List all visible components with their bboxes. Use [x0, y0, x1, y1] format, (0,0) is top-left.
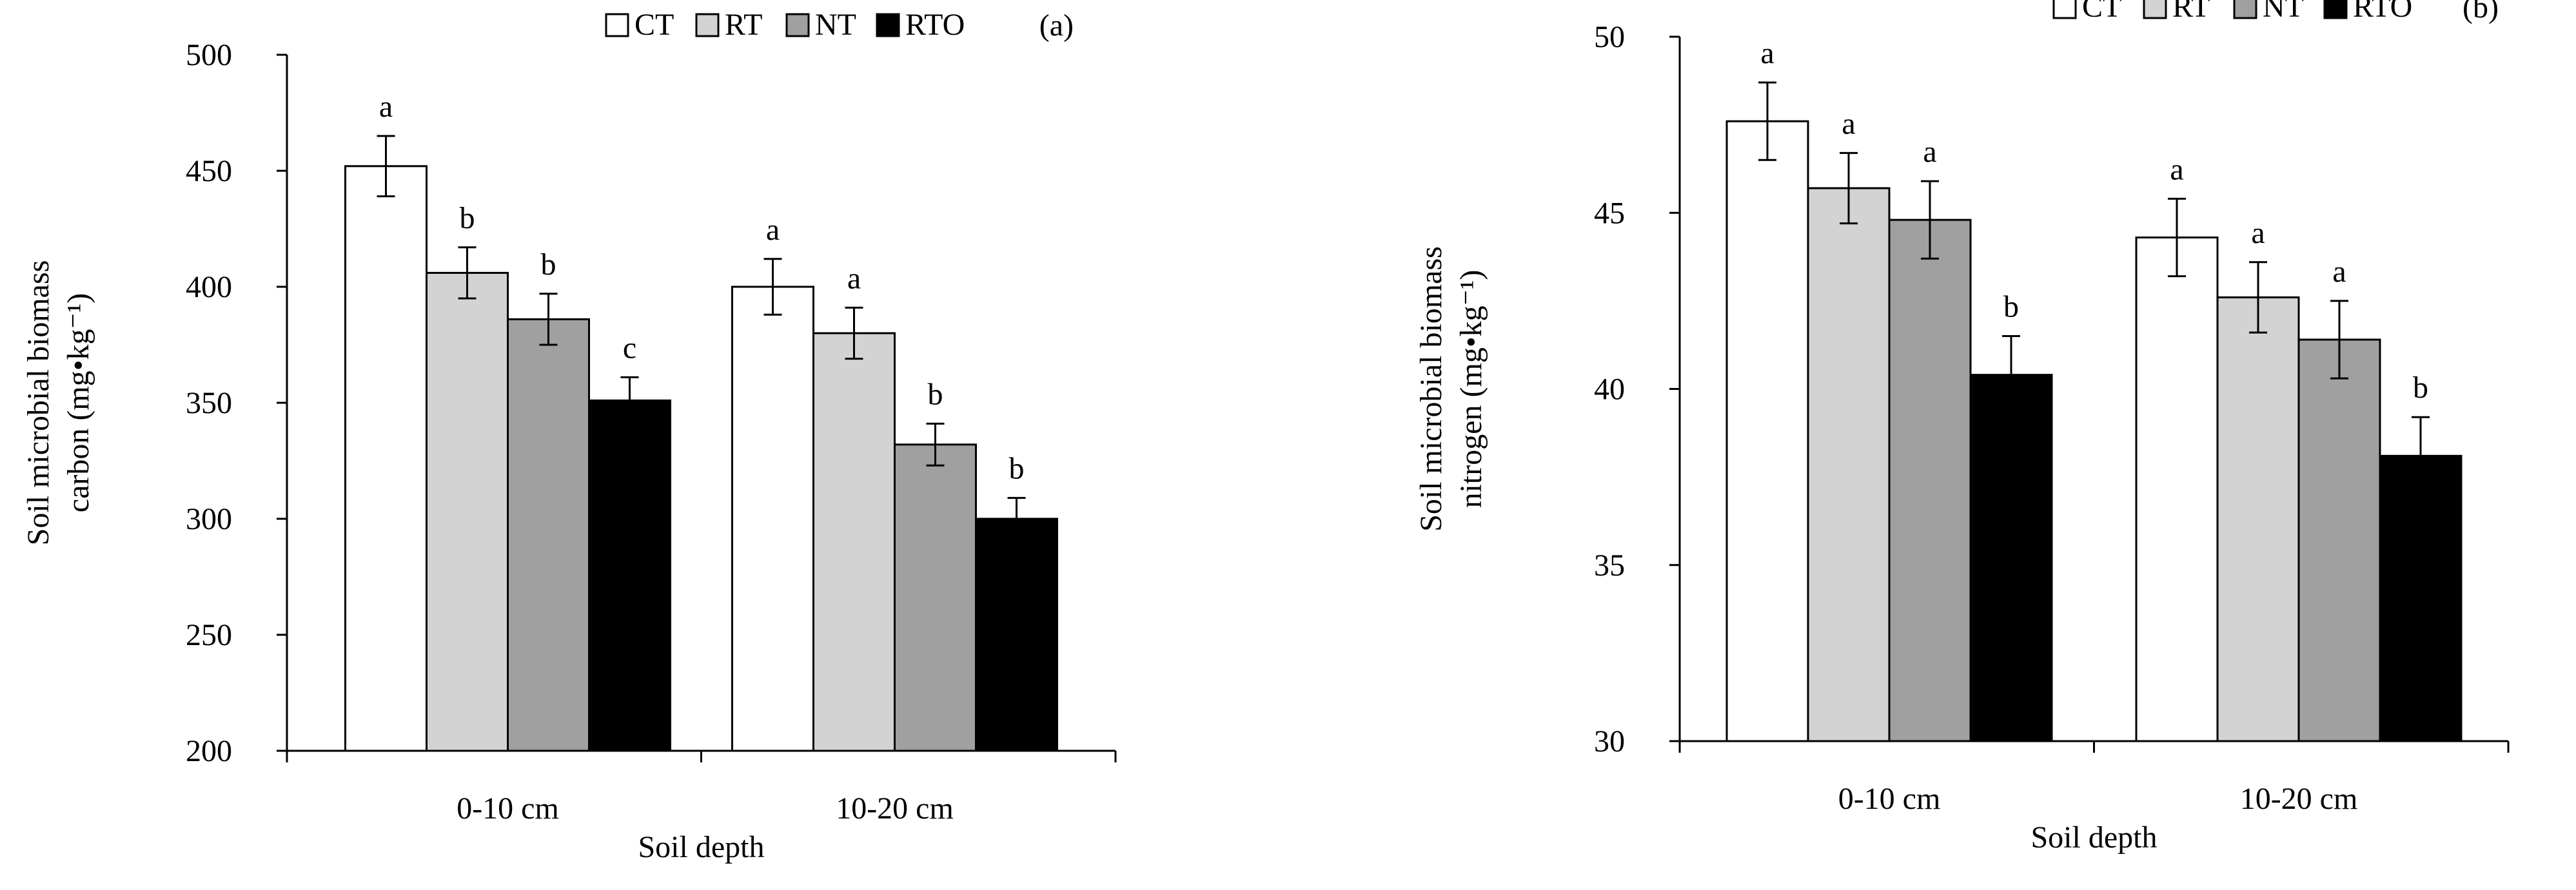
significance-letter: a	[2251, 216, 2265, 250]
bar-nt-0-10	[1888, 218, 1972, 742]
legend-label-nt: NT	[815, 8, 856, 42]
legend-label-rt: RT	[2172, 0, 2210, 24]
bar-rt-0-10	[426, 271, 509, 752]
y-axis-title: carbon (mg•kg⁻¹)	[61, 293, 95, 512]
significance-letter: b	[1009, 452, 1025, 486]
bar-ct-0-10	[1726, 120, 1809, 742]
y-tick-label: 450	[186, 154, 232, 188]
significance-letter: b	[928, 377, 943, 411]
y-tick-label: 50	[1594, 20, 1625, 54]
y-tick-label: 250	[186, 618, 232, 652]
legend-swatch-rto	[876, 13, 900, 37]
significance-letter: b	[460, 201, 475, 235]
significance-letter: a	[2170, 152, 2183, 186]
legend-label-rto: RTO	[905, 8, 965, 42]
significance-letter: a	[379, 90, 393, 124]
y-axis-title: Soil microbial biomass	[21, 260, 55, 546]
significance-letter: b	[2413, 371, 2428, 405]
significance-letter: b	[541, 247, 556, 282]
legend-label-nt: NT	[2263, 0, 2304, 24]
bar-rt-10-20	[2216, 296, 2300, 742]
bar-rt-10-20	[812, 332, 896, 752]
y-axis-title: nitrogen (mg•kg⁻¹)	[1454, 270, 1488, 508]
legend-swatch-rt	[2143, 0, 2167, 19]
legend-label-ct: CT	[634, 8, 674, 42]
y-tick-label: 40	[1594, 372, 1625, 407]
bar-rto-10-20	[2379, 454, 2463, 742]
legend-swatch-ct	[605, 13, 629, 37]
significance-letter: a	[766, 213, 780, 247]
y-tick-label: 45	[1594, 196, 1625, 230]
bar-nt-0-10	[507, 318, 590, 752]
significance-letter: a	[1760, 36, 1774, 70]
y-tick-label: 30	[1594, 724, 1625, 759]
significance-letter: a	[1923, 135, 1936, 169]
bar-rto-10-20	[975, 518, 1058, 752]
legend-label-rt: RT	[725, 8, 762, 42]
significance-letter: b	[2003, 290, 2019, 324]
legend-swatch-nt	[785, 13, 810, 37]
bar-ct-0-10	[344, 165, 428, 752]
bar-rto-0-10	[588, 399, 671, 752]
x-category-label: 0-10 cm	[1838, 782, 1941, 816]
bar-ct-10-20	[2135, 237, 2219, 742]
legend-label-rto: RTO	[2353, 0, 2412, 24]
panel-label: (a)	[1039, 8, 1074, 43]
legend-swatch-rt	[695, 13, 720, 37]
y-tick-label: 300	[186, 502, 232, 536]
y-tick-label: 35	[1594, 548, 1625, 583]
y-axis-title: Soil microbial biomass	[1414, 246, 1448, 532]
x-category-label: 10-20 cm	[2240, 782, 2358, 816]
y-tick-label: 500	[186, 38, 232, 72]
bar-rto-0-10	[1969, 374, 2053, 742]
x-category-label: 10-20 cm	[836, 791, 954, 826]
significance-letter: a	[1842, 106, 1855, 140]
bar-ct-10-20	[731, 285, 814, 752]
significance-letter: c	[623, 331, 636, 365]
y-tick-label: 400	[186, 270, 232, 304]
bar-rt-0-10	[1807, 187, 1891, 742]
y-tick-label: 350	[186, 386, 232, 420]
legend-swatch-nt	[2233, 0, 2257, 19]
legend-label-ct: CT	[2082, 0, 2121, 24]
y-tick-label: 200	[186, 734, 232, 768]
panel-label: (b)	[2463, 0, 2499, 24]
significance-letter: a	[847, 261, 861, 295]
x-category-label: 0-10 cm	[457, 791, 559, 826]
legend-swatch-rto	[2323, 0, 2348, 19]
legend-swatch-ct	[2052, 0, 2077, 19]
bar-nt-10-20	[894, 443, 977, 752]
bar-nt-10-20	[2297, 338, 2381, 742]
x-axis-title: Soil depth	[638, 830, 764, 864]
x-axis-title: Soil depth	[2030, 820, 2157, 855]
significance-letter: a	[2332, 255, 2346, 289]
